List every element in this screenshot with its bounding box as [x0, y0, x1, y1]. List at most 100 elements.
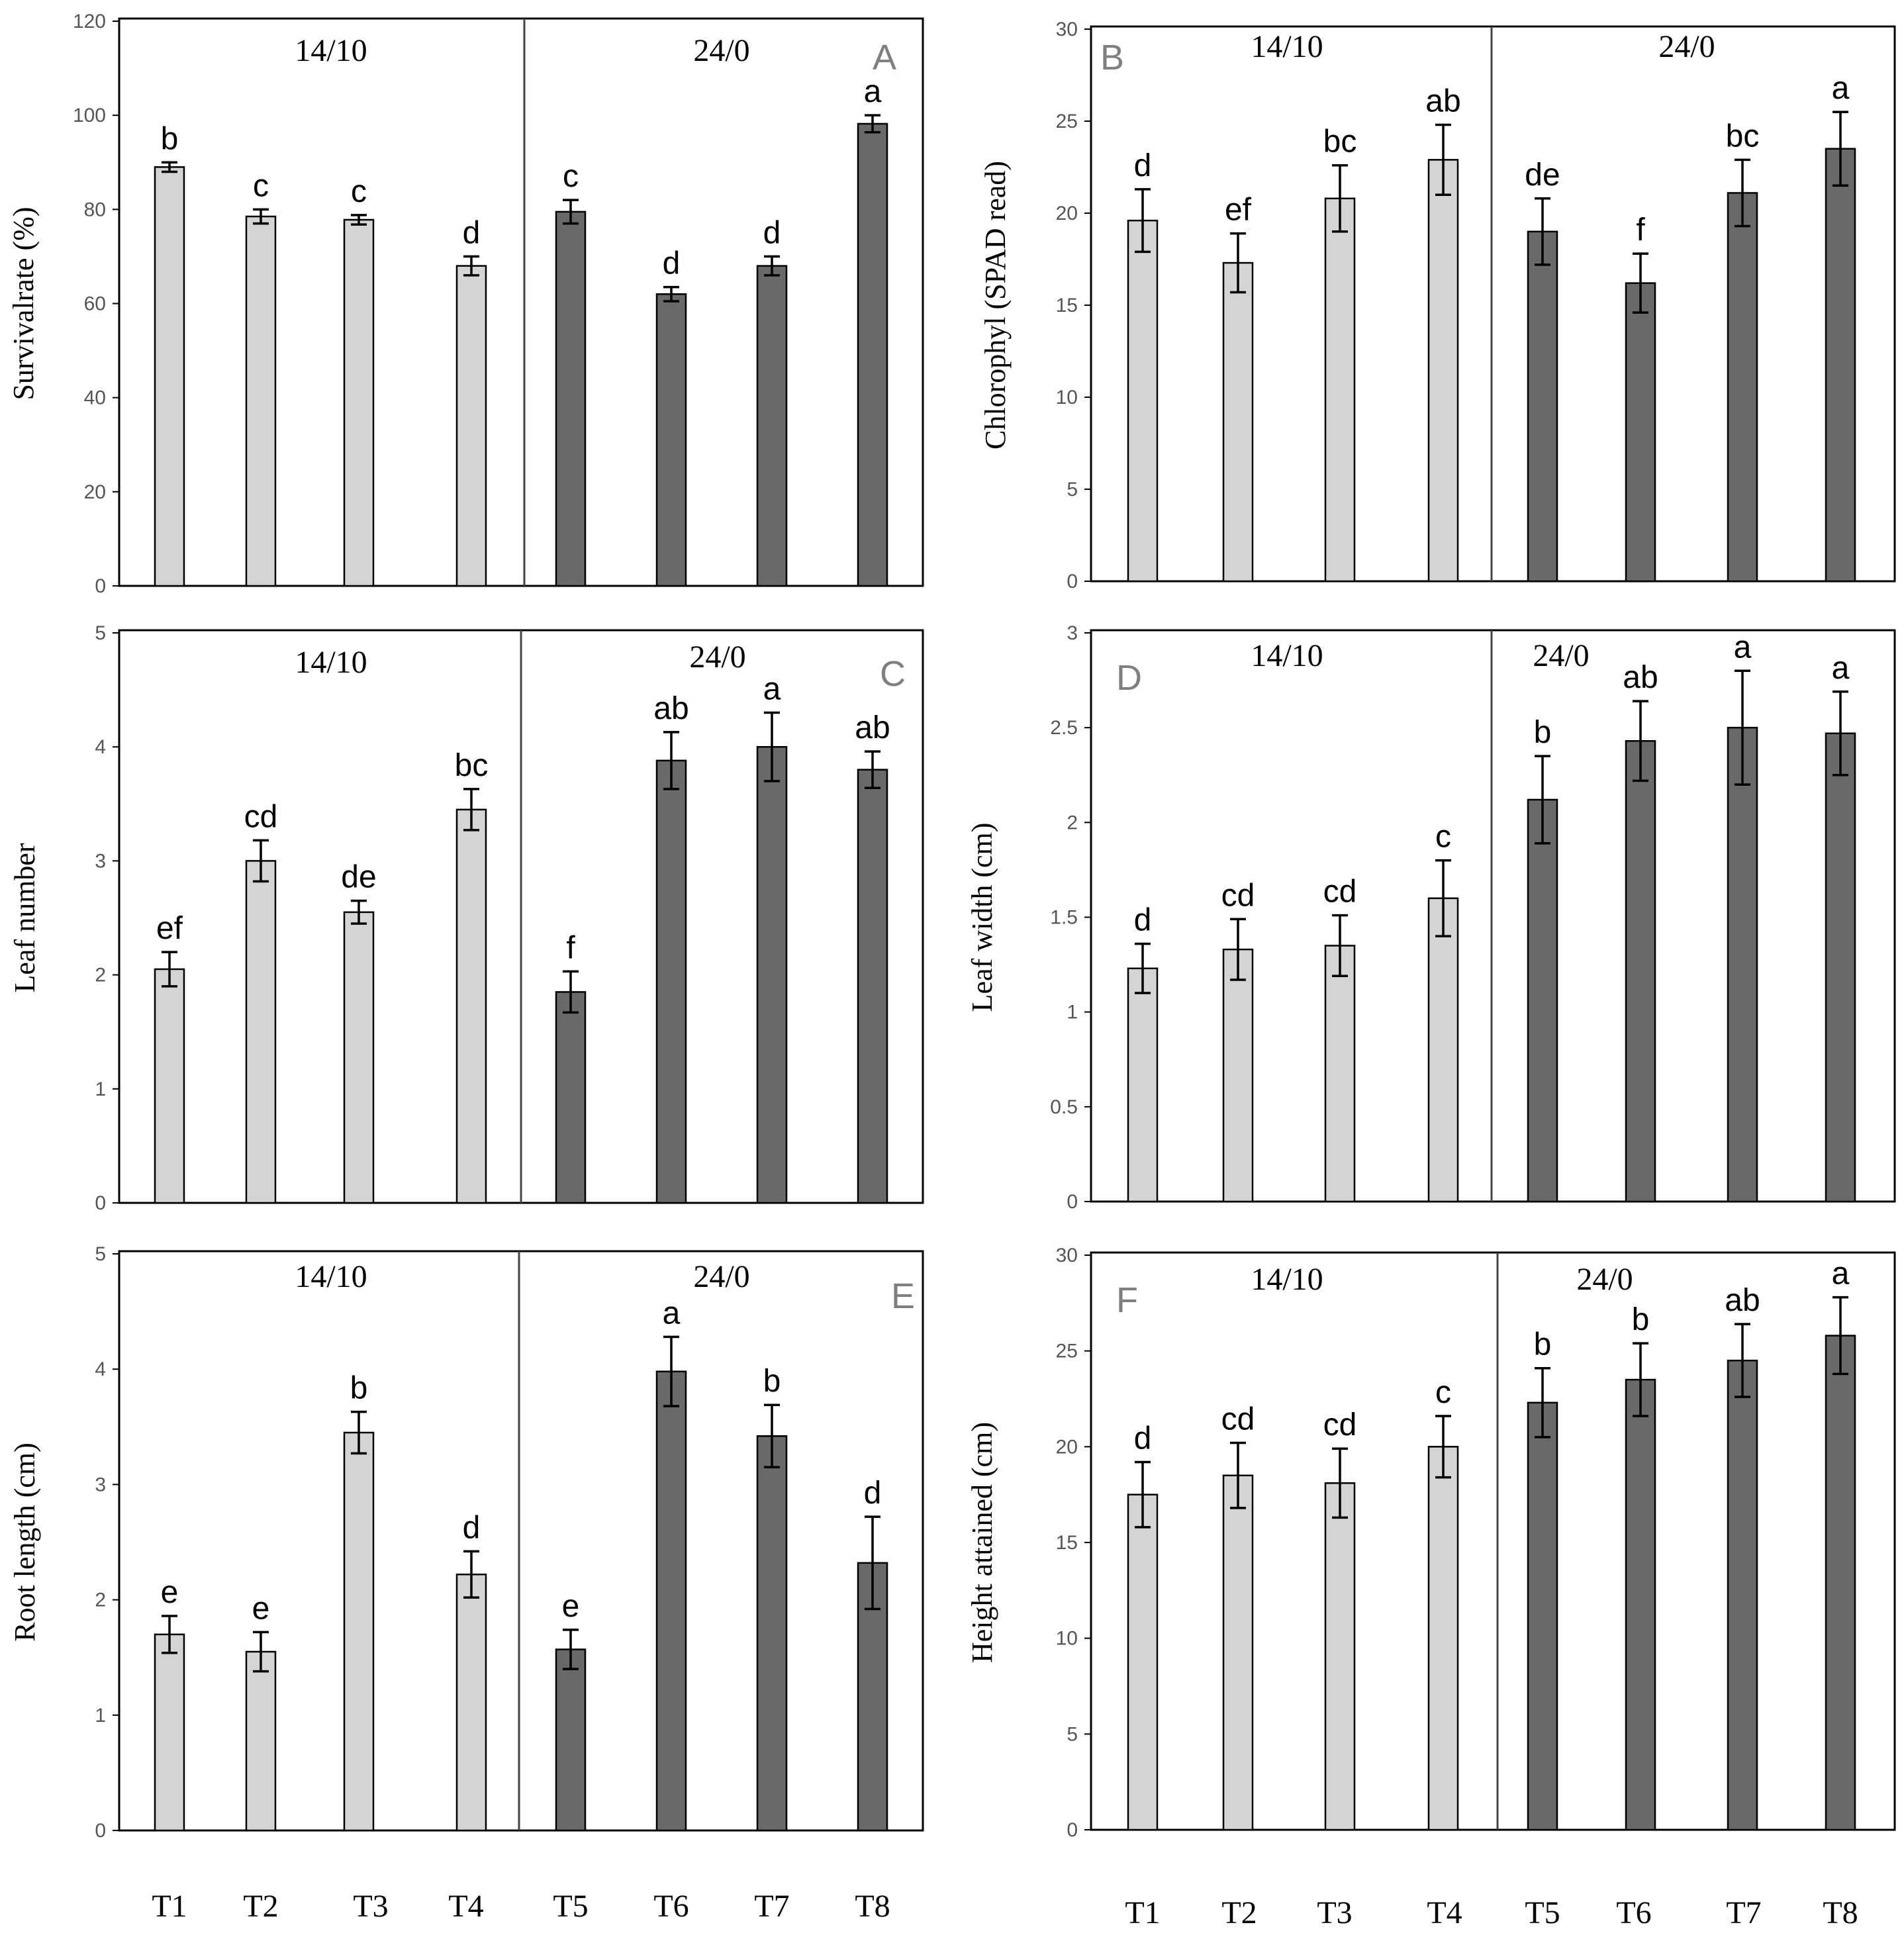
group-label: 14/10 [1251, 29, 1323, 64]
significance-label: a [1832, 71, 1850, 106]
error-bar [764, 255, 780, 277]
significance-label: de [1525, 158, 1560, 193]
bar-t7 [1727, 1359, 1758, 1831]
error-bar [1332, 914, 1348, 978]
chart-panel-c: 0 1 2 3 4 5 Leaf number 14/10 24/0 Cef cd de bc f ab a a… [9, 622, 924, 1214]
significance-label: cd [1323, 1407, 1357, 1443]
significance-label: b [1534, 715, 1552, 750]
y-tick-label: 0 [1067, 1191, 1078, 1213]
bar-t8 [857, 122, 888, 587]
y-tick-label: 100 [73, 105, 106, 126]
y-tick-label: 80 [84, 199, 106, 220]
bar-t8 [1825, 1335, 1856, 1831]
error-bar [463, 1550, 479, 1599]
error-bar [1230, 1441, 1246, 1509]
plot-frame [118, 17, 924, 587]
x-tick-label: T3 [1317, 1895, 1352, 1930]
significance-label: b [1534, 1327, 1552, 1362]
significance-label: e [562, 1589, 580, 1624]
plot-frame [1090, 25, 1896, 583]
error-bar [1833, 111, 1848, 187]
y-axis-title: Root length (cm) [9, 1443, 41, 1642]
error-bar [1735, 669, 1750, 786]
plot-frame [1090, 1251, 1896, 1831]
bar-t5 [555, 991, 587, 1204]
error-bar [1332, 1447, 1348, 1519]
bar-t4 [1427, 1446, 1459, 1831]
error-bar [1535, 755, 1550, 845]
error-bar [663, 1335, 679, 1407]
y-tick-label: 10 [1056, 1628, 1078, 1650]
group-label: 24/0 [1576, 1262, 1633, 1297]
y-tick-label: 1 [95, 1078, 106, 1100]
bar-t3 [343, 1431, 375, 1832]
bar-t3 [1324, 1482, 1356, 1831]
bar-t4 [455, 265, 487, 587]
error-bar [1135, 1460, 1151, 1529]
x-tick-label: T4 [448, 1889, 483, 1924]
significance-label: b [1632, 1302, 1650, 1337]
y-tick-label: 1 [1067, 1002, 1078, 1023]
error-bar [1435, 859, 1451, 937]
error-bar [1135, 188, 1151, 254]
significance-label: ab [1725, 1283, 1760, 1318]
bar-t2 [1222, 948, 1254, 1203]
bar-t6 [655, 1370, 687, 1832]
group-label: 14/10 [295, 645, 367, 680]
y-axis-title: Height attained (cm) [966, 1422, 998, 1663]
y-tick-label: 2 [1067, 812, 1078, 833]
significance-label: b [161, 121, 179, 156]
error-bar [865, 114, 881, 134]
y-tick-label: 5 [1067, 479, 1078, 500]
y-tick-label: 25 [1056, 111, 1078, 132]
significance-label: d [463, 1510, 481, 1545]
significance-label: ef [1225, 193, 1252, 228]
error-bar [253, 208, 269, 225]
error-bar [1135, 942, 1151, 994]
significance-label: d [1134, 148, 1152, 183]
x-tick-label: T4 [1427, 1895, 1462, 1930]
x-tick-label: T1 [152, 1889, 187, 1924]
error-bar [1535, 197, 1550, 266]
y-tick-label: 1.5 [1050, 907, 1078, 929]
error-bar [162, 1615, 177, 1654]
significance-label: f [566, 930, 575, 965]
chart-panel-f: 0 5 10 15 20 25 30 Height attained (cm) 14/10 24/… [966, 1245, 1896, 1841]
error-bar [1535, 1366, 1550, 1439]
x-tick-label: T2 [243, 1889, 278, 1924]
error-bar [463, 788, 479, 831]
significance-label: d [463, 215, 481, 250]
error-bar [1833, 690, 1848, 777]
y-tick-label: 1 [95, 1705, 106, 1727]
y-tick-label: 20 [1056, 203, 1078, 224]
y-tick-label: 2.5 [1050, 717, 1078, 739]
error-bar [351, 214, 367, 226]
x-tick-label: T6 [653, 1889, 689, 1924]
bar-t2 [245, 1650, 277, 1832]
error-bar [865, 1515, 881, 1611]
x-tick-label: T7 [754, 1889, 789, 1924]
bar-t7 [1727, 192, 1758, 583]
error-bar [1735, 158, 1750, 228]
significance-label: d [1134, 903, 1152, 938]
y-tick-label: 5 [1067, 1723, 1078, 1745]
x-axis-labels-left: T1 T2 T3 T4 T5 T6 T7 T8 [152, 1889, 890, 1924]
group-label: 14/10 [295, 1259, 367, 1294]
y-tick-label: 20 [1056, 1436, 1078, 1458]
significance-label: c [351, 174, 367, 209]
bar-t7 [756, 745, 788, 1204]
plot-frame [118, 1250, 924, 1832]
x-tick-label: T8 [855, 1889, 890, 1924]
y-tick-label: 120 [73, 11, 106, 32]
significance-label: cd [1323, 875, 1357, 910]
bar-t4 [455, 808, 487, 1204]
error-bar [563, 1629, 579, 1670]
panel-letter: C [880, 654, 906, 694]
bar-t3 [343, 911, 375, 1204]
significance-label: c [563, 159, 579, 194]
bar-t8 [1825, 732, 1856, 1203]
bar-t7 [756, 1435, 788, 1832]
significance-label: b [350, 1371, 368, 1406]
